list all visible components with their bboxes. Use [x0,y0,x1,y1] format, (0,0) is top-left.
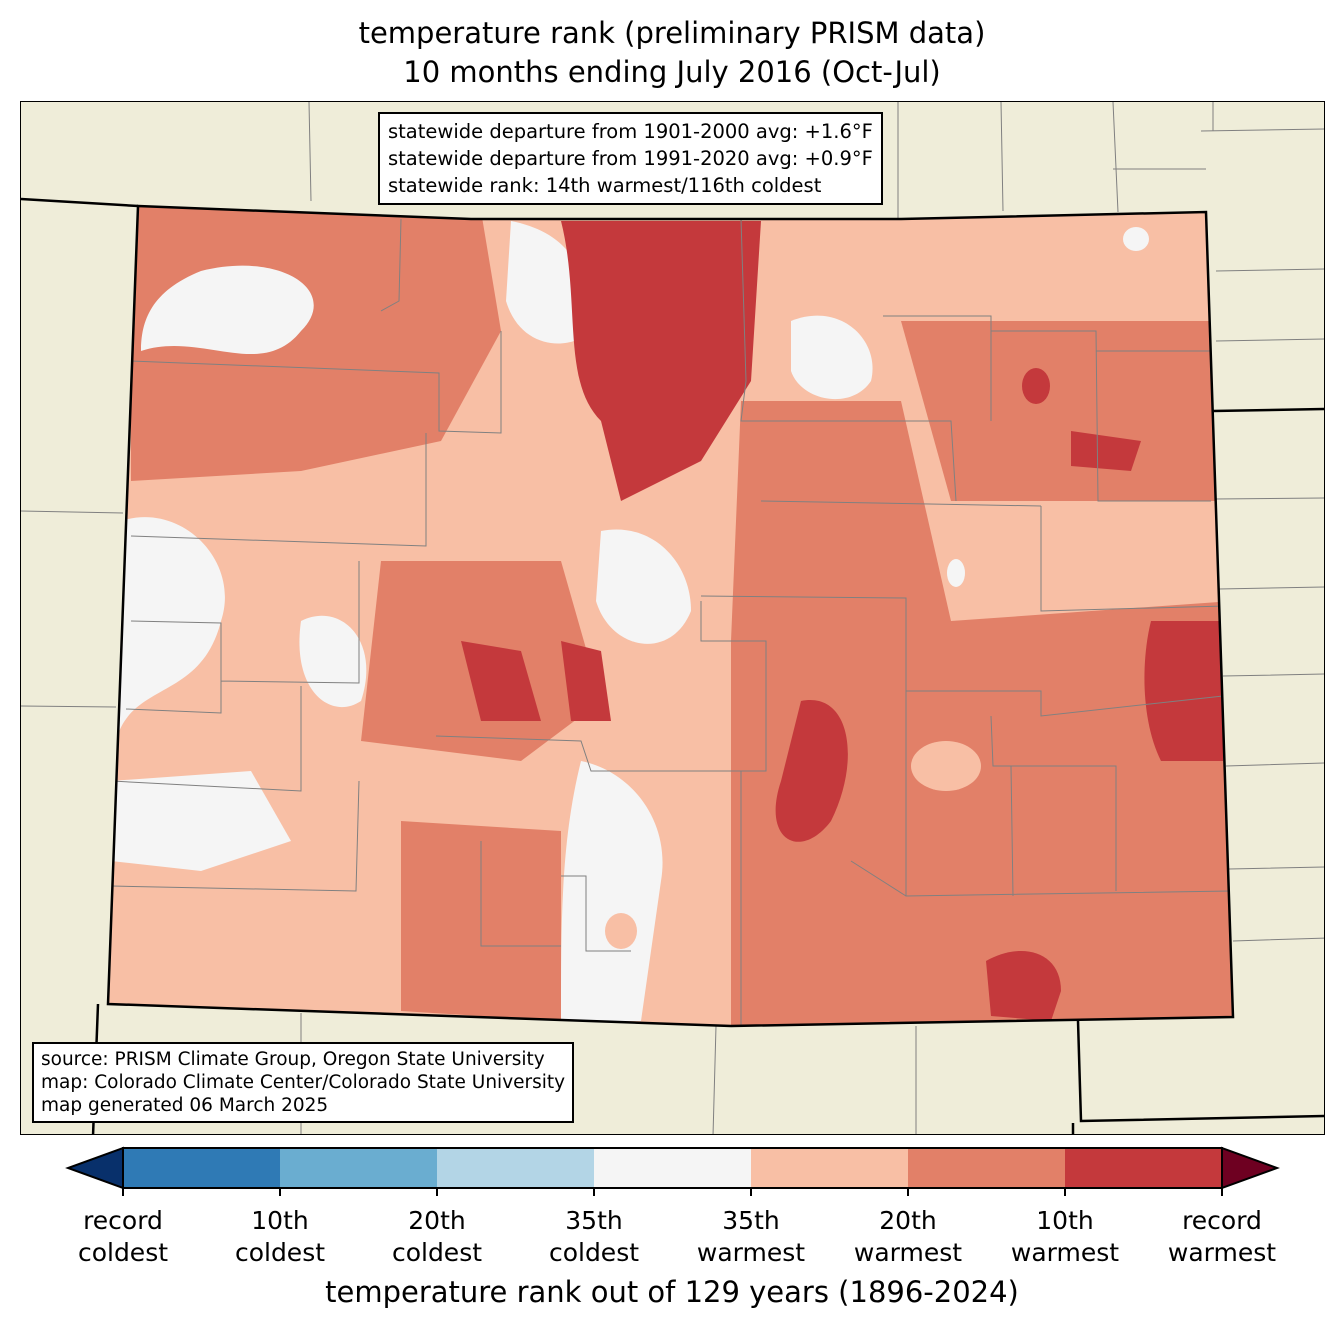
colorbar-over-triangle [1221,1146,1280,1190]
colorbar-tick-label: 35th coldest [514,1205,674,1269]
tick-label-line2: warmest [853,1238,963,1267]
neighbor-county-lines [21,102,1324,1134]
colorbar-tick-label: record warmest [1142,1205,1302,1269]
tick-label-line1: 35th [722,1206,780,1235]
colorbar-tick-label: record coldest [43,1205,203,1269]
colorbar-outline [122,1147,1223,1189]
colorbar-tick-label: 35th warmest [671,1205,831,1269]
map-title: temperature rank (preliminary PRISM data… [358,16,986,50]
stats-rank: statewide rank: 14th warmest/116th colde… [388,174,822,197]
map-subtitle: 10 months ending July 2016 (Oct-Jul) [403,55,941,89]
tick-label-line1: 20th [879,1206,937,1235]
tick-label-line2: warmest [696,1238,806,1267]
county-lines [110,218,1232,1026]
colorado-border [106,204,1235,1028]
colorbar-tick-label: 20th warmest [828,1205,988,1269]
tick-label-line2: coldest [391,1238,483,1267]
colorbar-segment [594,1148,751,1188]
tick-label-line2: coldest [234,1238,326,1267]
colorbar-segment [751,1148,908,1188]
source-box: source: PRISM Climate Group, Oregon Stat… [32,1042,575,1123]
tick-label-line1: 10th [251,1206,309,1235]
colorbar-segment [1065,1148,1222,1188]
tick-label-line1: record [83,1206,163,1235]
colorbar-under-triangle [65,1146,124,1190]
colorado-temperature-rank-map: statewide departure from 1901-2000 avg: … [20,101,1325,1135]
tick-label-line2: warmest [1010,1238,1120,1267]
generated-date-line: map generated 06 March 2025 [41,1095,329,1116]
tick-label-line1: 10th [1036,1206,1094,1235]
colorbar-tick-label: 20th coldest [357,1205,517,1269]
tick-label-line1: 35th [565,1206,623,1235]
tick-label-line2: coldest [77,1238,169,1267]
tick-label-line2: warmest [1167,1238,1277,1267]
colorbar-segment [123,1148,280,1188]
map-credit-line: map: Colorado Climate Center/Colorado St… [41,1072,566,1093]
tick-label-line1: record [1182,1206,1262,1235]
colorbar [65,1146,1280,1196]
colorbar-label: temperature rank out of 129 years (1896-… [325,1275,1019,1309]
statewide-stats-box: statewide departure from 1901-2000 avg: … [378,112,883,205]
colorbar-segment [908,1148,1065,1188]
tick-label-line2: coldest [548,1238,640,1267]
tick-label-line1: 20th [408,1206,466,1235]
stats-departure-1991-2020: statewide departure from 1991-2020 avg: … [388,147,873,170]
colorbar-tick-label: 10th coldest [200,1205,360,1269]
colorbar-segment [437,1148,594,1188]
stats-departure-1901-2000: statewide departure from 1901-2000 avg: … [388,120,873,143]
map-canvas [21,102,1324,1134]
colorbar-segment [280,1148,437,1188]
source-line: source: PRISM Climate Group, Oregon Stat… [41,1049,545,1070]
colorbar-tick-label: 10th warmest [985,1205,1145,1269]
colorado-rank-field [108,206,1233,1026]
